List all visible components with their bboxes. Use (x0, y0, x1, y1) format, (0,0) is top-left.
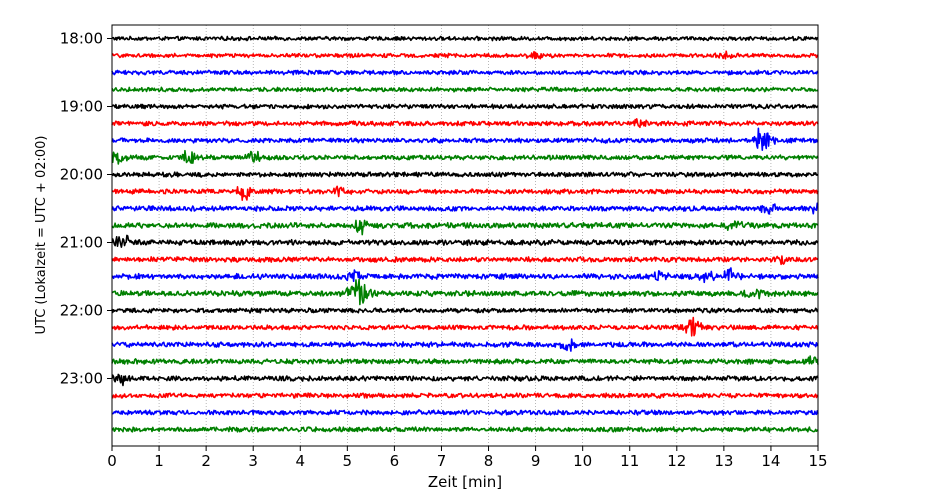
trace-1945 (111, 149, 819, 165)
y-axis: 18:00 19:00 20:00 21:00 22:00 23:00 (60, 30, 112, 388)
x-tick-label-12: 12 (667, 452, 686, 470)
x-tick-label-8: 8 (484, 452, 494, 470)
trace-2315 (111, 392, 819, 399)
y-tick-label-2200: 22:00 (60, 302, 103, 320)
x-tick-label-7: 7 (437, 452, 447, 470)
x-tick-label-0: 0 (107, 452, 117, 470)
trace-2330 (111, 409, 819, 416)
trace-1815 (111, 50, 819, 60)
trace-2100 (111, 234, 819, 248)
y-tick-label-2000: 20:00 (60, 166, 103, 184)
trace-1830 (111, 69, 819, 76)
trace-2145 (111, 278, 819, 306)
plot-frame (111, 24, 819, 447)
trace-2115 (111, 255, 819, 266)
trace-2015 (111, 185, 819, 202)
trace-2030 (111, 202, 819, 215)
x-tick-label-6: 6 (390, 452, 400, 470)
x-tick-label-2: 2 (201, 452, 211, 470)
trace-2300 (111, 373, 819, 387)
y-tick-label-2100: 21:00 (60, 234, 103, 252)
trace-1900 (111, 103, 819, 110)
x-tick-label-9: 9 (531, 452, 541, 470)
trace-1800 (111, 35, 819, 42)
x-tick-label-11: 11 (620, 452, 639, 470)
trace-2215 (111, 316, 819, 337)
grid-layer (158, 25, 772, 446)
x-tick-label-14: 14 (761, 452, 780, 470)
x-tick-label-13: 13 (714, 452, 733, 470)
x-axis: 0 1 2 3 4 5 6 7 8 9 10 11 12 13 14 15 (107, 446, 828, 470)
x-tick-label-1: 1 (154, 452, 164, 470)
y-tick-label-2300: 23:00 (60, 370, 103, 388)
y-tick-label-1900: 19:00 (60, 98, 103, 116)
x-tick-label-5: 5 (343, 452, 353, 470)
trace-2245 (111, 355, 819, 365)
x-tick-label-10: 10 (573, 452, 592, 470)
trace-2000 (111, 171, 819, 178)
trace-1845 (111, 86, 819, 93)
x-axis-label: Zeit [min] (428, 473, 502, 491)
x-tick-label-4: 4 (295, 452, 305, 470)
y-axis-label: UTC (Lokalzeit = UTC + 02:00) (34, 136, 49, 335)
x-tick-label-15: 15 (808, 452, 827, 470)
trace-2230 (111, 338, 819, 352)
trace-1915 (111, 118, 819, 129)
trace-1930 (111, 127, 819, 151)
trace-2345 (111, 426, 819, 433)
trace-2045 (111, 219, 819, 236)
traces-layer (111, 35, 819, 433)
y-tick-label-1800: 18:00 (60, 30, 103, 48)
trace-2200 (111, 307, 819, 314)
trace-2130 (111, 267, 819, 284)
x-tick-label-3: 3 (248, 452, 258, 470)
